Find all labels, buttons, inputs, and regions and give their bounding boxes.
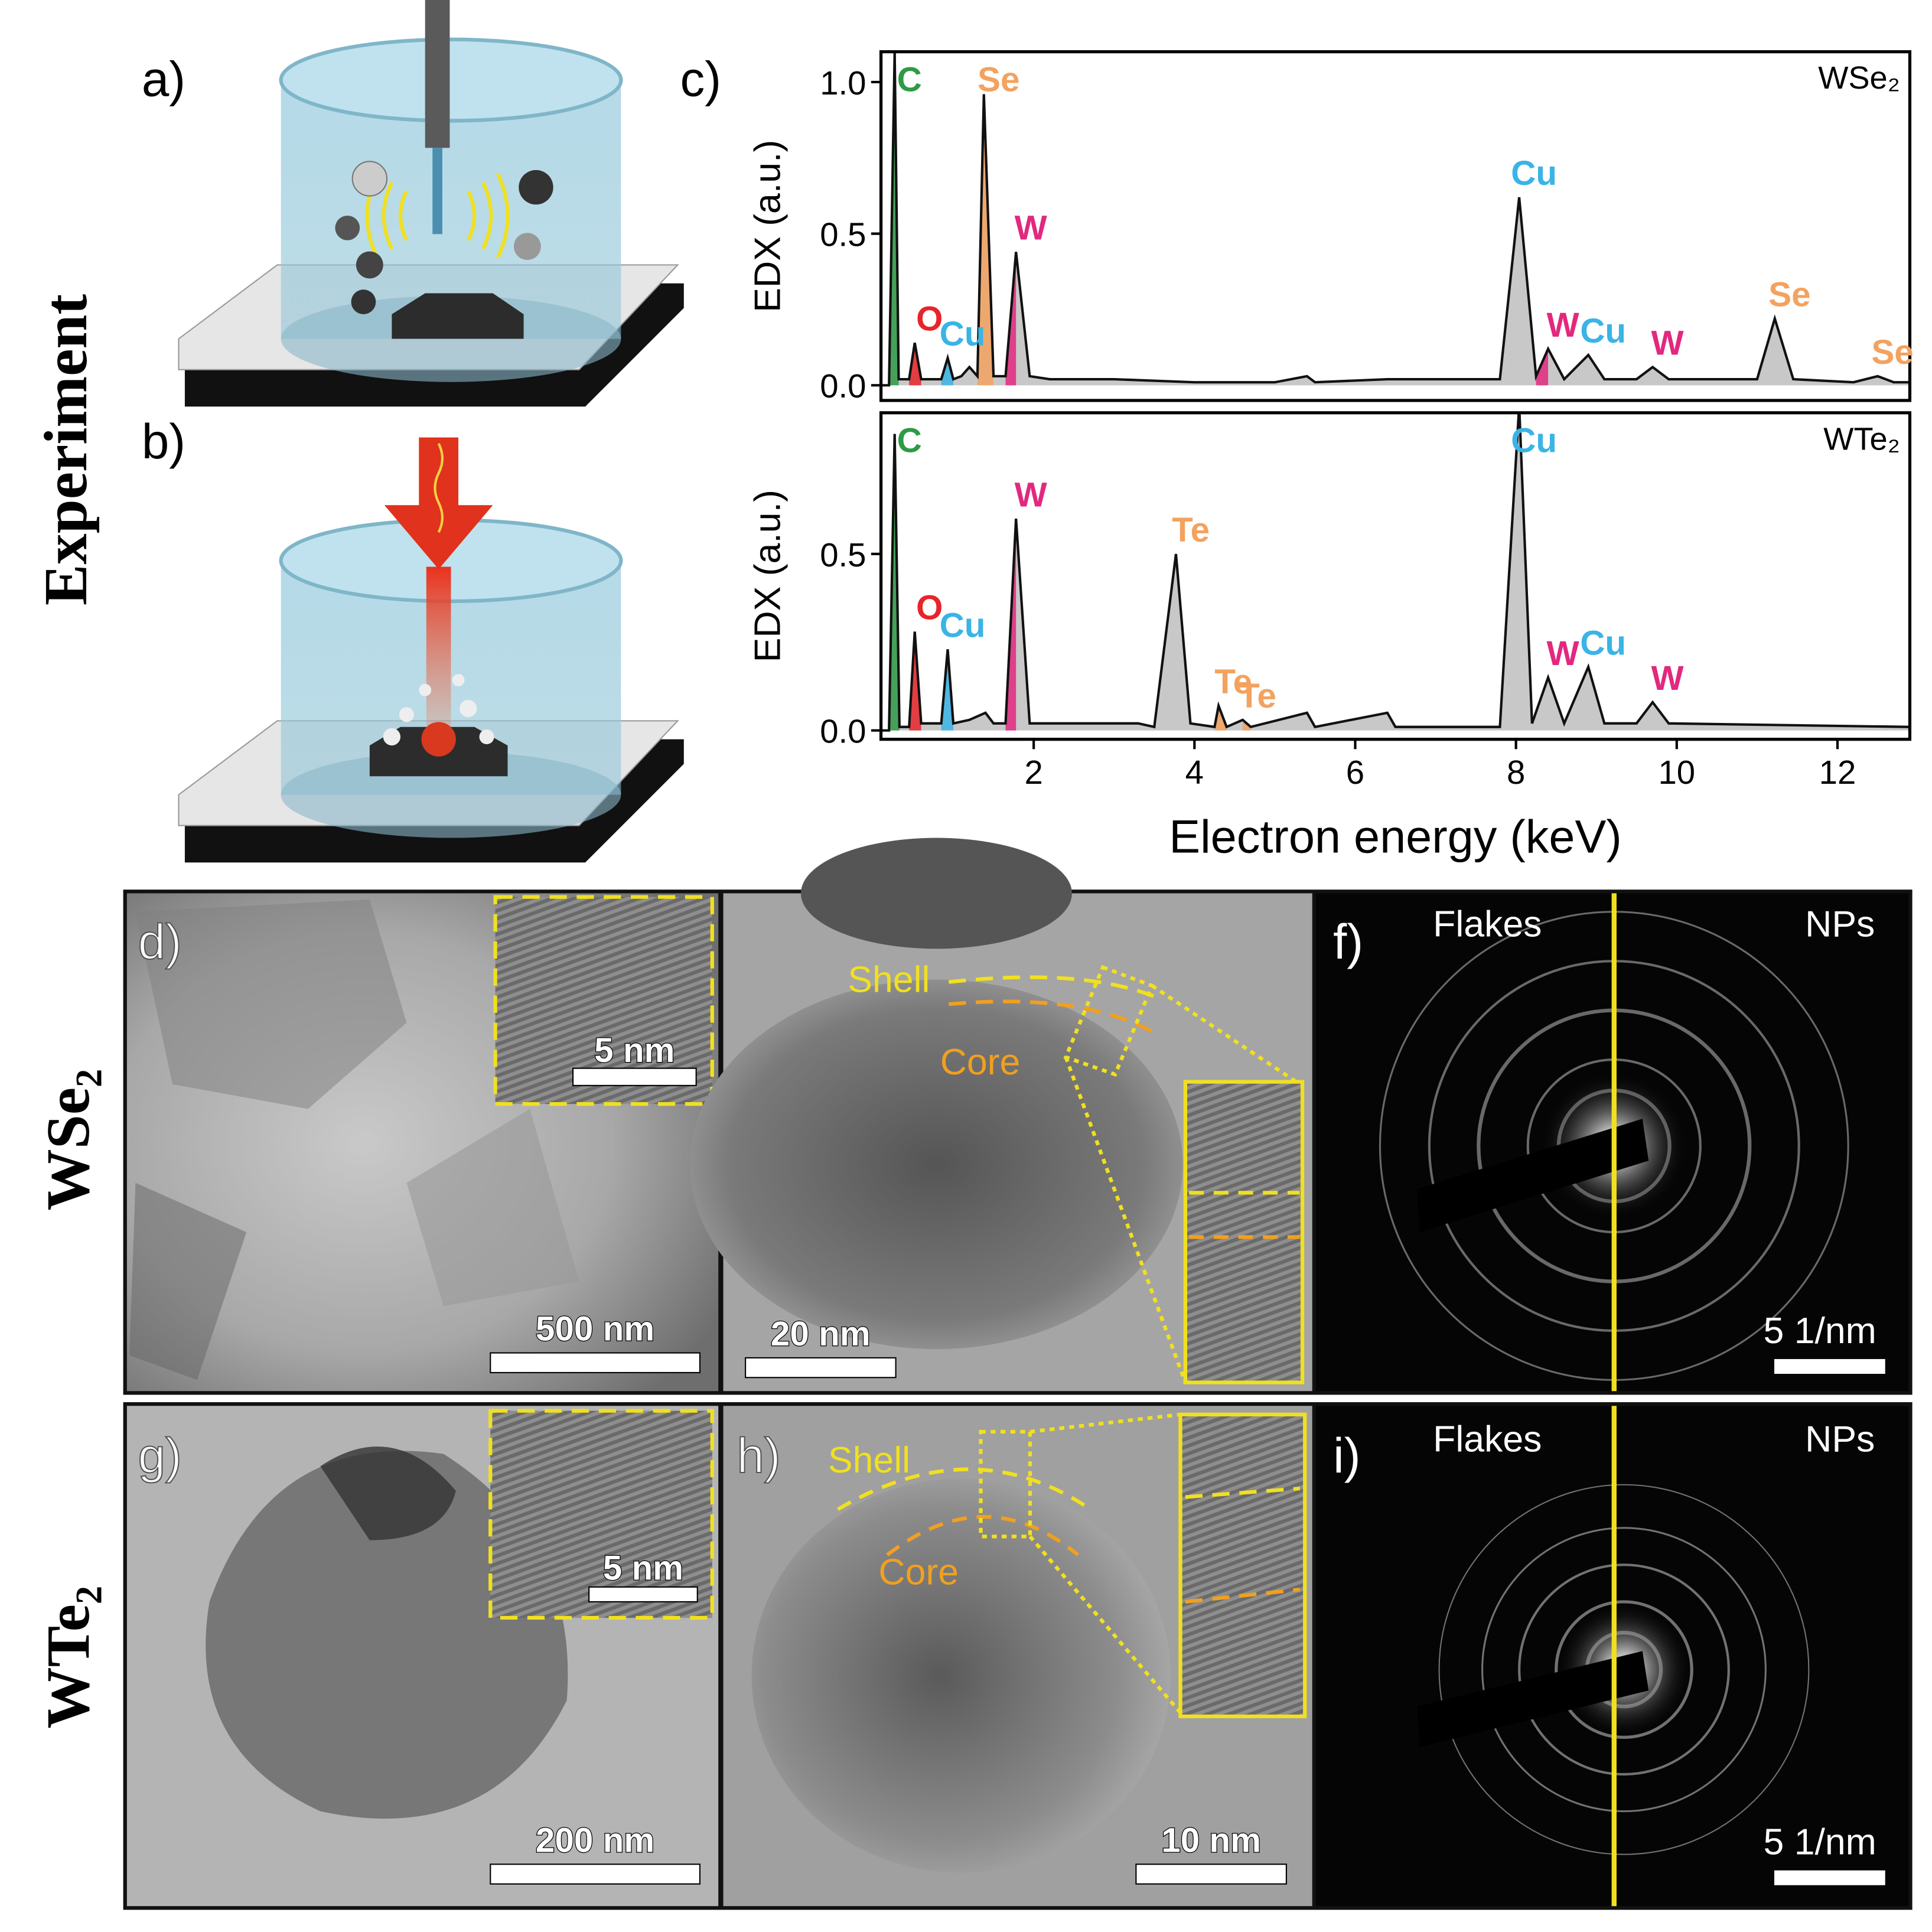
panel-label: f) <box>1333 914 1363 969</box>
core-label: Core <box>940 1041 1021 1083</box>
peak-label: Cu <box>1511 422 1557 460</box>
y-tick-label: 0.0 <box>820 713 866 750</box>
peak-label: Cu <box>1511 154 1557 193</box>
y-tick-label: 0.5 <box>820 536 866 574</box>
peak-label: Cu <box>1580 312 1626 350</box>
x-tick-label: 10 <box>1658 754 1695 791</box>
x-tick-label: 4 <box>1185 754 1204 791</box>
panel-f: f) Flakes NPs 5 1/nm <box>1315 893 1909 1392</box>
peak-label: Cu <box>1580 624 1626 662</box>
peak-label: W <box>1015 475 1048 514</box>
panel-i: i) Flakes NPs 5 1/nm <box>1315 1406 1909 1907</box>
scale-bar-label: 5 1/nm <box>1764 1822 1876 1863</box>
panel-label: d) <box>138 914 182 969</box>
experiment-label: Experiment <box>31 294 100 605</box>
x-axis-label: Electron energy (keV) <box>1169 810 1622 863</box>
peak-label: Se <box>1768 276 1810 314</box>
schematic-b <box>178 437 684 863</box>
peak-label: Se <box>978 60 1019 99</box>
plot-area <box>881 51 1910 387</box>
x-tick-label: 12 <box>1819 754 1856 791</box>
panel-label: g) <box>138 1428 182 1483</box>
spectrum-area <box>881 412 1910 731</box>
y-axis-label: EDX (a.u.) <box>747 140 788 312</box>
panel-h: h) Shell Core 10 nm <box>723 1406 1312 1907</box>
spectrum-line <box>881 51 1910 387</box>
scale-bar-label: 5 1/nm <box>1764 1310 1876 1351</box>
peak-label: O <box>916 300 943 338</box>
side-label: Flakes <box>1433 1418 1542 1459</box>
peak-fill <box>909 343 921 386</box>
panel-label: c) <box>680 51 722 107</box>
peak-fill <box>977 94 994 386</box>
panel-label: h) <box>737 1428 780 1483</box>
spectrum-line <box>881 412 1910 732</box>
peak-fill <box>941 649 954 731</box>
chart-title: WTe₂ <box>1823 421 1900 457</box>
row-label: WTe₂ <box>34 1586 102 1729</box>
peak-label: W <box>1015 209 1048 247</box>
peak-fill <box>941 358 954 386</box>
side-label: Flakes <box>1433 903 1542 944</box>
peak-label: W <box>1651 324 1684 363</box>
peak-label: C <box>897 60 922 99</box>
plot-area <box>881 412 1910 732</box>
y-axis-label: EDX (a.u.) <box>747 490 788 662</box>
peak-label: Te <box>1172 511 1210 549</box>
peak-label: C <box>897 422 922 460</box>
schematic-a <box>178 0 684 407</box>
side-label: NPs <box>1805 1418 1875 1459</box>
peak-label: Te <box>1239 677 1276 715</box>
x-tick-label: 8 <box>1507 754 1525 791</box>
peak-label: Cu <box>940 606 986 644</box>
peak-label: W <box>1547 306 1580 344</box>
panel-label: i) <box>1333 1428 1360 1483</box>
x-tick-label: 2 <box>1024 754 1042 791</box>
y-tick-label: 1.0 <box>820 64 866 102</box>
panel-label: a) <box>142 51 185 107</box>
shell-label: Shell <box>848 959 930 1000</box>
scale-bar-label: 10 nm <box>1161 1821 1261 1859</box>
side-label: NPs <box>1805 903 1875 944</box>
core-label: Core <box>878 1552 959 1593</box>
peak-label: Cu <box>940 315 986 353</box>
peak-label: W <box>1547 634 1580 673</box>
peak-fill <box>909 631 921 731</box>
chart: 0.0 0.5 2 4 6 8 10 12 WTe₂ EDX (a.u.) Electron ene… <box>747 411 1912 863</box>
scale-bar-label: 500 nm <box>536 1310 654 1348</box>
scale-bar-label: 5 nm <box>594 1031 675 1070</box>
scale-bar-label: 200 nm <box>536 1821 654 1859</box>
shell-label: Shell <box>828 1439 910 1481</box>
peak-label: O <box>916 589 943 627</box>
x-tick-label: 6 <box>1346 754 1364 791</box>
scale-bar-label: 5 nm <box>603 1549 683 1587</box>
plot-frame <box>879 411 1912 741</box>
chart-title: WSe₂ <box>1818 60 1900 96</box>
peak-label: Te <box>1214 663 1252 701</box>
panel-g: 5 nm 200 nm g) <box>126 1406 719 1907</box>
y-tick-label: 0.0 <box>820 367 866 405</box>
panel-d: 5 nm 500 nm d) <box>126 893 719 1392</box>
panel-e: Shell Core 20 nm <box>690 838 1312 1392</box>
scale-bar-label: 20 nm <box>771 1315 871 1353</box>
peak-label: Se <box>1871 333 1913 372</box>
peak-label: W <box>1651 659 1684 698</box>
row-label: WSe₂ <box>34 1069 102 1211</box>
y-tick-label: 0.5 <box>820 216 866 253</box>
plot-frame <box>879 50 1912 402</box>
panel-label: b) <box>142 413 185 469</box>
